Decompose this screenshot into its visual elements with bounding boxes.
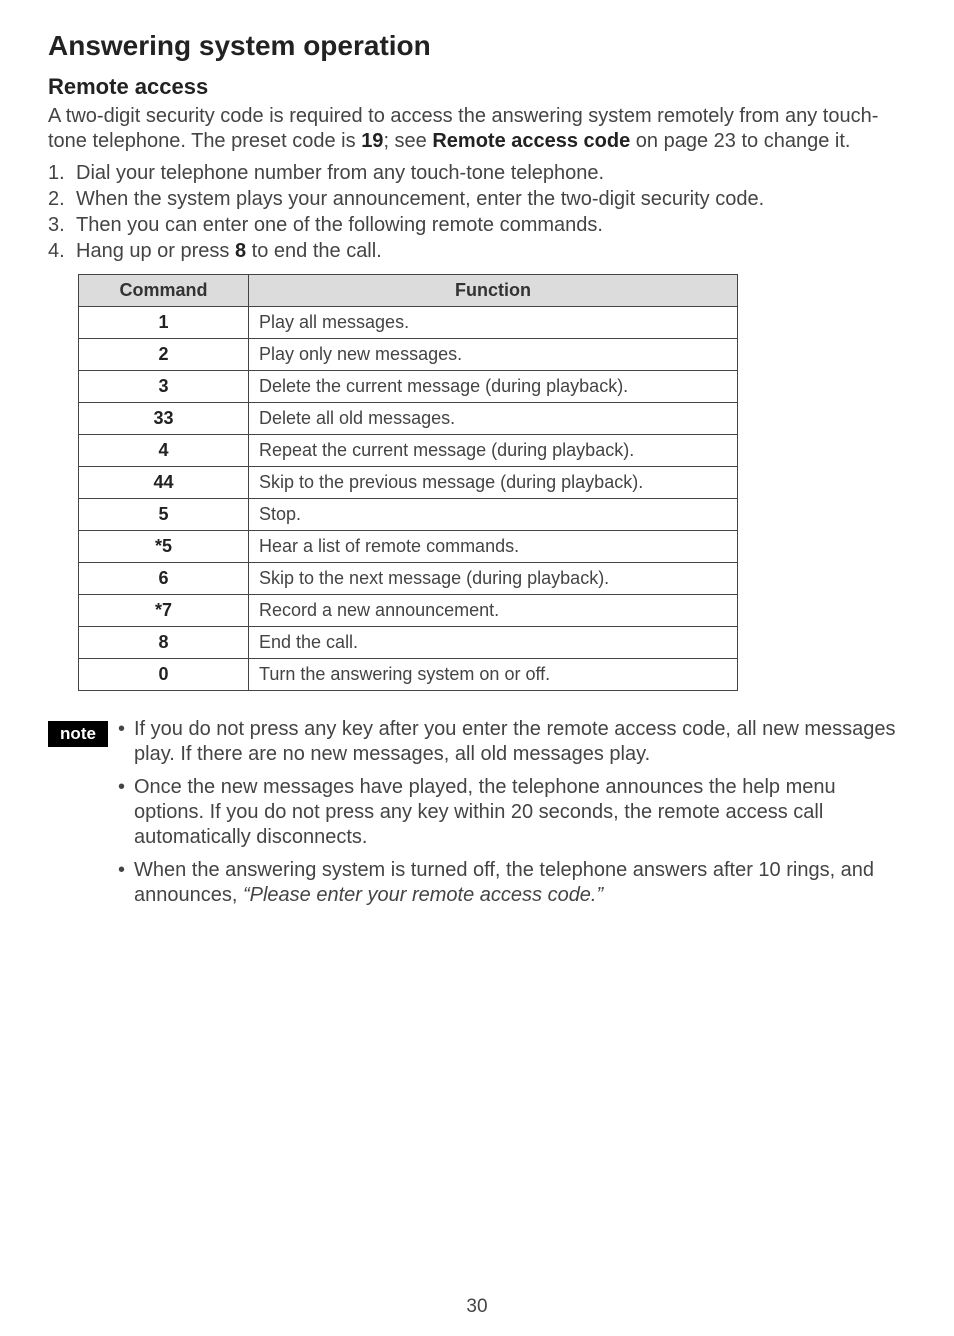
bullet-icon: • [118, 858, 134, 908]
note-text: Once the new messages have played, the t… [134, 775, 906, 850]
note-text: When the answering system is turned off,… [134, 858, 906, 908]
step-item: 2. When the system plays your announceme… [48, 186, 906, 212]
cell-function: Repeat the current message (during playb… [249, 435, 738, 467]
table-row: 6Skip to the next message (during playba… [79, 563, 738, 595]
cell-function: Play all messages. [249, 307, 738, 339]
step-number: 3. [48, 212, 76, 238]
cell-function: Delete all old messages. [249, 403, 738, 435]
cell-function: Play only new messages. [249, 339, 738, 371]
header-command: Command [79, 275, 249, 307]
step-text-pre: When the system plays your announcement,… [76, 188, 635, 210]
table-row: *5Hear a list of remote commands. [79, 531, 738, 563]
intro-text-3: on page 23 to change it. [630, 130, 850, 152]
step-item: 4. Hang up or press 8 to end the call. [48, 238, 906, 264]
step-item: 3. Then you can enter one of the followi… [48, 212, 906, 238]
table-row: 0Turn the answering system on or off. [79, 659, 738, 691]
cell-command: 44 [79, 467, 249, 499]
table-row: 3Delete the current message (during play… [79, 371, 738, 403]
cell-function: Record a new announcement. [249, 595, 738, 627]
note-block: note • If you do not press any key after… [48, 717, 906, 916]
step-text-bold: 8 [235, 240, 246, 262]
intro-text-2: ; see [383, 130, 432, 152]
step-text: When the system plays your announcement,… [76, 186, 764, 212]
cell-command: 33 [79, 403, 249, 435]
cell-command: 2 [79, 339, 249, 371]
section-heading: Remote access [48, 74, 906, 100]
step-text: Then you can enter one of the following … [76, 212, 603, 238]
note-text-italic: “Please enter your remote access code.” [243, 884, 603, 906]
step-number: 4. [48, 238, 76, 264]
cell-command: *7 [79, 595, 249, 627]
cell-function: Skip to the next message (during playbac… [249, 563, 738, 595]
note-item: • If you do not press any key after you … [118, 717, 906, 767]
table-row: *7Record a new announcement. [79, 595, 738, 627]
note-item: • When the answering system is turned of… [118, 858, 906, 908]
cell-function: Stop. [249, 499, 738, 531]
step-text-post: to end the call. [246, 240, 382, 262]
step-text-post: security code. [635, 188, 764, 210]
header-function: Function [249, 275, 738, 307]
note-badge: note [48, 721, 108, 747]
cell-function: Hear a list of remote commands. [249, 531, 738, 563]
intro-paragraph: A two-digit security code is required to… [48, 104, 906, 154]
step-item: 1. Dial your telephone number from any t… [48, 160, 906, 186]
steps-list: 1. Dial your telephone number from any t… [48, 160, 906, 264]
cell-command: 0 [79, 659, 249, 691]
note-list: • If you do not press any key after you … [118, 717, 906, 916]
page-number: 30 [0, 1296, 954, 1318]
intro-ref: Remote access code [432, 130, 630, 152]
cell-command: 5 [79, 499, 249, 531]
table-row: 33Delete all old messages. [79, 403, 738, 435]
commands-table: Command Function 1Play all messages. 2Pl… [78, 274, 738, 691]
cell-function: Delete the current message (during playb… [249, 371, 738, 403]
table-header-row: Command Function [79, 275, 738, 307]
cell-command: *5 [79, 531, 249, 563]
table-row: 5Stop. [79, 499, 738, 531]
table-row: 2Play only new messages. [79, 339, 738, 371]
cell-command: 6 [79, 563, 249, 595]
cell-function: Skip to the previous message (during pla… [249, 467, 738, 499]
step-text-pre: Hang up or press [76, 240, 235, 262]
cell-command: 1 [79, 307, 249, 339]
cell-command: 3 [79, 371, 249, 403]
cell-function: Turn the answering system on or off. [249, 659, 738, 691]
intro-code: 19 [361, 130, 383, 152]
step-text: Hang up or press 8 to end the call. [76, 238, 382, 264]
table-row: 1Play all messages. [79, 307, 738, 339]
bullet-icon: • [118, 717, 134, 767]
note-text: If you do not press any key after you en… [134, 717, 906, 767]
step-number: 2. [48, 186, 76, 212]
table-row: 8End the call. [79, 627, 738, 659]
bullet-icon: • [118, 775, 134, 850]
step-number: 1. [48, 160, 76, 186]
page-title: Answering system operation [48, 30, 906, 62]
cell-function: End the call. [249, 627, 738, 659]
table-row: 4Repeat the current message (during play… [79, 435, 738, 467]
note-item: • Once the new messages have played, the… [118, 775, 906, 850]
table-row: 44Skip to the previous message (during p… [79, 467, 738, 499]
step-text: Dial your telephone number from any touc… [76, 160, 604, 186]
cell-command: 4 [79, 435, 249, 467]
cell-command: 8 [79, 627, 249, 659]
